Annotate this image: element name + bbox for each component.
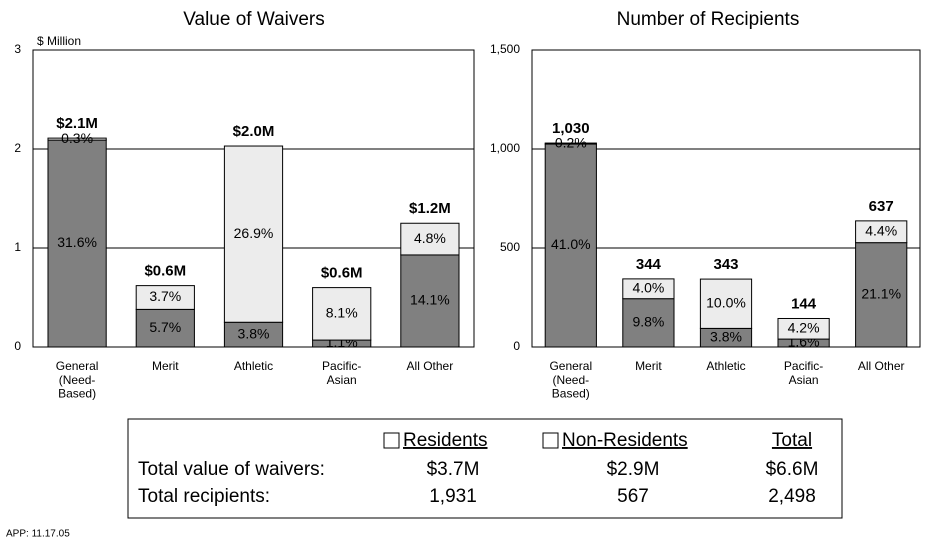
bar-segment	[544, 143, 597, 348]
bar-segment	[47, 137, 107, 141]
cell: 2,498	[768, 486, 816, 507]
bar-segment	[400, 254, 460, 348]
x-tick-label: General (Need-Based)	[549, 359, 592, 401]
bar-segment	[622, 298, 675, 348]
total-label: $0.6M	[321, 265, 363, 282]
cell: 1,931	[429, 486, 477, 507]
segment-label: 9.8%	[632, 314, 664, 330]
segment-label: 4.8%	[414, 230, 446, 246]
segment-label: 5.7%	[149, 319, 181, 335]
y-tick-label: 2	[14, 141, 21, 155]
total-label: 343	[713, 256, 738, 273]
legend-swatch	[542, 432, 559, 449]
row-label: Total recipients:	[138, 486, 270, 507]
row-label: Total value of waivers:	[138, 459, 325, 480]
cell: $6.6M	[766, 459, 819, 480]
bar-segment	[135, 285, 195, 310]
total-label: $2.0M	[233, 123, 275, 140]
segment-label: 0.3%	[61, 130, 93, 146]
bar-segment	[699, 278, 753, 329]
y-tick-label: 0	[513, 339, 520, 353]
x-tick-label: Pacific-Asian	[784, 359, 823, 387]
bar-segment	[544, 142, 597, 145]
y-tick-label: 1	[14, 240, 21, 254]
chart-title: Number of Recipients	[617, 9, 800, 30]
y-axis-label: $ Million	[37, 34, 81, 48]
cell: 567	[617, 486, 649, 507]
segment-label: 4.0%	[632, 279, 664, 295]
footer: APP: 11.17.05	[6, 529, 70, 540]
segment-label: 3.7%	[149, 288, 181, 304]
total-label: 1,030	[552, 120, 590, 137]
total-label: 344	[636, 256, 662, 273]
total-label: 637	[869, 198, 894, 215]
legend-residents: Residents	[403, 430, 488, 451]
x-tick-label: Athletic	[234, 359, 273, 373]
bar-segment	[622, 278, 675, 300]
segment-label: 31.6%	[57, 234, 97, 250]
segment-label: 21.1%	[861, 286, 901, 302]
total-label: $0.6M	[144, 263, 186, 280]
bar-segment	[400, 222, 460, 256]
x-tick-label: Athletic	[706, 359, 745, 373]
bar-segment	[855, 220, 908, 244]
x-tick-label: Merit	[635, 359, 662, 373]
legend-swatch	[383, 432, 400, 449]
segment-label: 26.9%	[234, 225, 274, 241]
total-label: $2.1M	[56, 115, 98, 132]
bar-segment	[777, 317, 830, 340]
y-tick-label: 0	[14, 339, 21, 353]
segment-label: 4.2%	[788, 319, 820, 335]
bar-segment	[312, 287, 372, 341]
header-total: Total	[772, 430, 812, 451]
summary-box	[127, 418, 843, 519]
chart-title: Value of Waivers	[183, 9, 325, 30]
cell: $3.7M	[427, 459, 480, 480]
x-tick-label: Merit	[152, 359, 179, 373]
bar-segment	[47, 139, 107, 348]
x-tick-label: Pacific-Asian	[322, 359, 361, 387]
y-tick-label: 3	[14, 42, 21, 56]
legend-non-residents: Non-Residents	[562, 430, 688, 451]
bar-segment	[223, 321, 284, 348]
x-tick-label: All Other	[407, 359, 454, 373]
segment-label: 41.0%	[551, 236, 591, 252]
segment-label: 8.1%	[326, 305, 358, 321]
segment-label: 3.8%	[710, 328, 742, 344]
x-tick-label: General (Need-Based)	[56, 359, 99, 401]
segment-label: 10.0%	[706, 294, 746, 310]
total-label: 144	[791, 295, 817, 312]
total-label: $1.2M	[409, 200, 451, 217]
bar-segment	[223, 145, 284, 323]
segment-label: 0.2%	[555, 134, 587, 150]
segment-label: 3.8%	[238, 325, 270, 341]
y-tick-label: 1,500	[490, 42, 520, 56]
cell: $2.9M	[607, 459, 660, 480]
y-tick-label: 1,000	[490, 141, 520, 155]
bar-segment	[855, 242, 908, 348]
y-tick-label: 500	[500, 240, 520, 254]
x-tick-label: All Other	[858, 359, 905, 373]
segment-label: 4.4%	[865, 222, 897, 238]
segment-label: 14.1%	[410, 292, 450, 308]
